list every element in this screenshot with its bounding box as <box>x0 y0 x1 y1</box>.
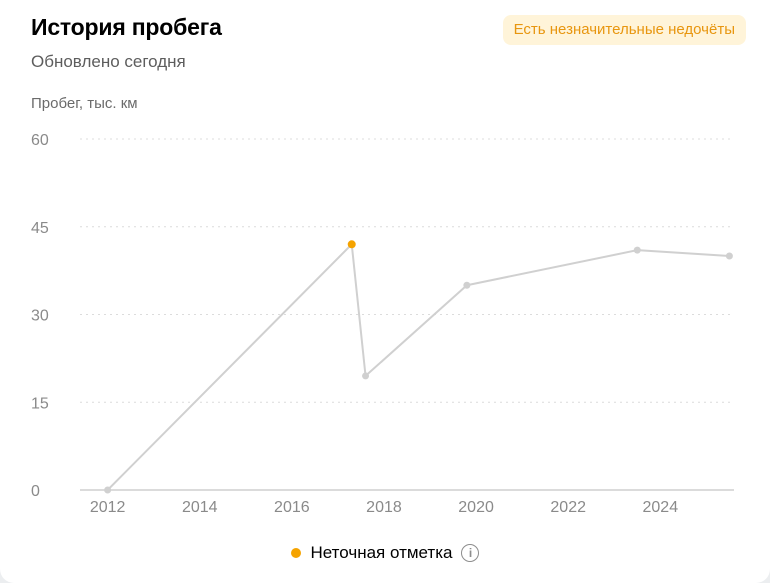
y-tick-label: 0 <box>31 483 40 500</box>
x-tick-label: 2022 <box>550 499 586 516</box>
legend-marker-inaccurate <box>290 548 301 558</box>
data-point-inaccurate[interactable] <box>347 240 356 249</box>
x-tick-label: 2020 <box>458 499 494 516</box>
y-tick-label: 15 <box>31 395 49 412</box>
data-point[interactable] <box>725 252 733 260</box>
x-tick-label: 2016 <box>274 499 310 516</box>
y-tick-label: 45 <box>31 220 49 237</box>
x-tick-label: 2018 <box>366 499 402 516</box>
updated-subtitle: Обновлено сегодня <box>31 52 186 71</box>
chart-legend: Неточная отметка i <box>0 543 770 563</box>
card-title: История пробега <box>31 14 222 40</box>
legend-label: Неточная отметка <box>310 543 453 562</box>
x-tick-label: 2014 <box>182 499 218 516</box>
y-axis-label: Пробег, тыс. км <box>31 95 138 112</box>
x-tick-label: 2024 <box>643 499 679 516</box>
status-badge[interactable]: Есть незначительные недочёты <box>502 15 746 45</box>
mileage-series-line <box>106 243 730 491</box>
data-point[interactable] <box>104 486 112 494</box>
y-tick-label: 30 <box>31 308 49 325</box>
data-point[interactable] <box>633 246 641 254</box>
data-point[interactable] <box>463 281 471 289</box>
x-tick-label: 2012 <box>90 499 126 516</box>
info-icon[interactable]: i <box>461 544 480 562</box>
data-point[interactable] <box>362 372 370 380</box>
y-tick-label: 60 <box>31 132 49 149</box>
